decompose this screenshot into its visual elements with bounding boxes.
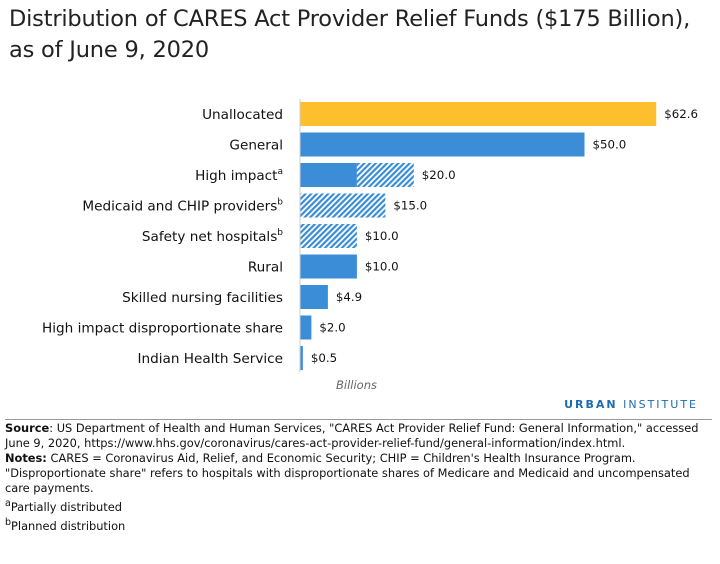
value-label-indian-health-service: $0.5 bbox=[311, 351, 337, 365]
value-label-high-impact-disproportionate-share: $2.0 bbox=[319, 321, 345, 335]
source-note: Source: US Department of Health and Huma… bbox=[5, 421, 713, 451]
bar-chart: Unallocated General High impacta Medicaid a… bbox=[42, 99, 698, 392]
chart-title: Distribution of CARES Act Provider Relie… bbox=[9, 6, 691, 63]
notes-note: Notes: CARES = Coronavirus Aid, Relief, … bbox=[5, 451, 713, 496]
category-label-skilled-nursing-facilities: Skilled nursing facilities bbox=[122, 290, 283, 306]
category-label-general: General bbox=[229, 138, 283, 154]
category-label-safety-net-hospitals: Safety net hospitalsb bbox=[142, 228, 283, 245]
bar-rural-distributed bbox=[300, 254, 357, 279]
source-label: Source bbox=[5, 421, 50, 435]
bar-unallocated bbox=[300, 102, 657, 126]
brand-rest: INSTITUTE bbox=[617, 398, 698, 411]
value-label-unallocated: $62.6 bbox=[664, 107, 698, 121]
value-label-rural: $10.0 bbox=[365, 260, 399, 274]
bar-high-impact-disproportionate-share-distributed bbox=[300, 315, 312, 340]
category-label-rural: Rural bbox=[248, 260, 283, 276]
value-labels: $62.6 $50.0 $20.0 $15.0 $10.0 $10.0 $4.9 $2.0 $0… bbox=[311, 107, 698, 365]
category-superscript: b bbox=[277, 198, 283, 208]
footnote-b-mark: b bbox=[5, 517, 12, 529]
bars-group bbox=[299, 99, 657, 373]
category-label-unallocated: Unallocated bbox=[202, 107, 283, 123]
value-label-skilled-nursing-facilities: $4.9 bbox=[336, 290, 362, 304]
notes-text: CARES = Coronavirus Aid, Relief, and Eco… bbox=[5, 451, 690, 496]
value-label-safety-net-hospitals: $10.0 bbox=[365, 229, 399, 243]
bar-high-impact-distributed bbox=[300, 163, 357, 187]
footnotes: Source: US Department of Health and Huma… bbox=[5, 421, 713, 534]
bar-indian-health-service-distributed bbox=[300, 346, 303, 370]
brand-strong: URBAN bbox=[564, 398, 618, 411]
bar-high-impact-planned bbox=[356, 163, 414, 187]
bar-medicaid-and-chip-providers-planned bbox=[300, 193, 386, 218]
x-axis-unit-label: Billions bbox=[336, 378, 377, 392]
footnote-a-mark: a bbox=[5, 498, 11, 510]
footnote-a-text: Partially distributed bbox=[10, 500, 122, 515]
footnote-b: bPlanned distribution bbox=[5, 515, 713, 534]
category-labels: Unallocated General High impacta Medicaid a… bbox=[42, 107, 283, 367]
footnote-a: aPartially distributed bbox=[5, 496, 713, 515]
urban-institute-logo: URBAN INSTITUTE bbox=[564, 398, 698, 411]
bar-skilled-nursing-facilities-distributed bbox=[300, 285, 328, 309]
category-superscript: a bbox=[277, 167, 283, 177]
divider bbox=[5, 419, 712, 420]
category-label-high-impact-disproportionate-share: High impact disproportionate share bbox=[42, 321, 283, 337]
category-superscript: b bbox=[277, 228, 283, 238]
bar-safety-net-hospitals-planned bbox=[300, 224, 357, 248]
value-label-high-impact: $20.0 bbox=[422, 168, 456, 182]
source-text: : US Department of Health and Human Serv… bbox=[5, 421, 699, 451]
value-label-general: $50.0 bbox=[593, 138, 627, 152]
bar-general-distributed bbox=[300, 132, 585, 157]
value-label-medicaid-and-chip-providers: $15.0 bbox=[393, 199, 427, 213]
notes-label: Notes: bbox=[5, 451, 47, 466]
category-label-high-impact: High impacta bbox=[195, 167, 283, 184]
category-label-indian-health-service: Indian Health Service bbox=[138, 351, 284, 367]
category-label-medicaid-and-chip-providers: Medicaid and CHIP providersb bbox=[82, 198, 283, 215]
footnote-b-text: Planned distribution bbox=[11, 519, 126, 534]
